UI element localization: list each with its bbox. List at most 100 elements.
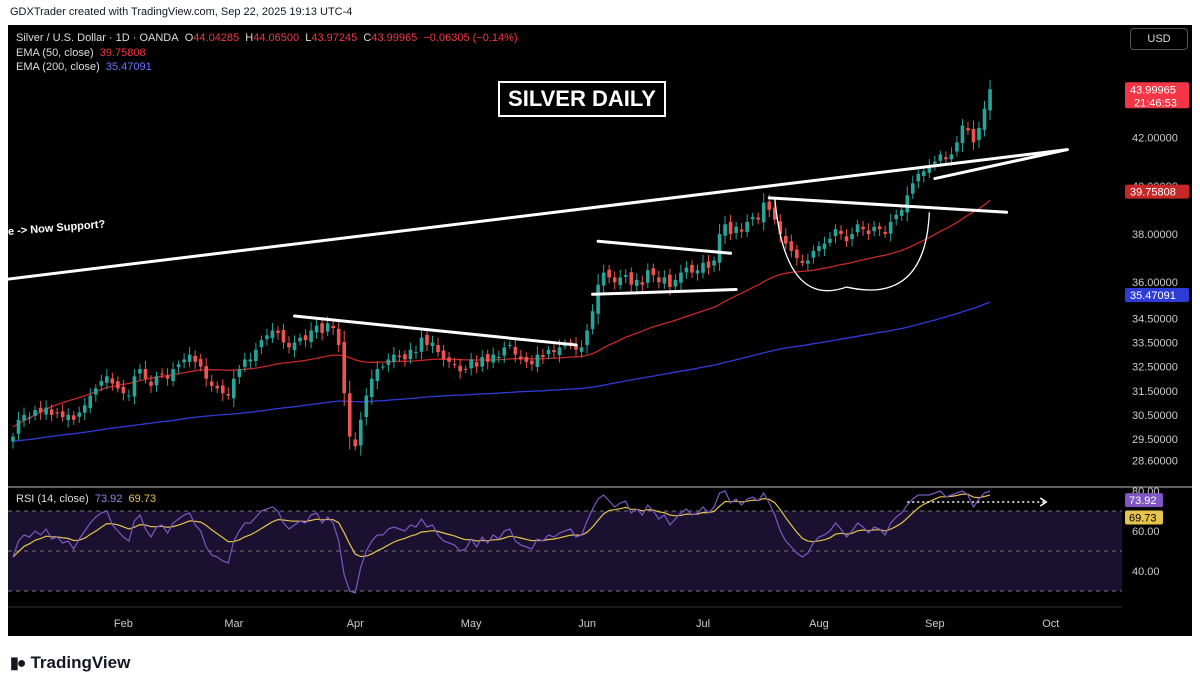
- price-scale[interactable]: 42.0000040.0000038.0000036.0000034.50000…: [1122, 25, 1192, 636]
- ema200-row[interactable]: EMA (200, close) 35.47091: [16, 60, 518, 75]
- candle-body: [154, 376, 159, 386]
- price-label-text: 35.47091: [1130, 290, 1176, 302]
- candle: [828, 232, 832, 247]
- candle-body: [817, 246, 821, 251]
- candle-body: [772, 207, 777, 220]
- candle: [22, 407, 26, 428]
- time-axis-label: Jul: [696, 618, 710, 630]
- candle-body: [888, 221, 893, 234]
- trendline: [933, 148, 1069, 181]
- candle-body: [270, 330, 275, 339]
- candle-body: [226, 394, 231, 396]
- candle: [657, 270, 661, 289]
- candle-body: [336, 328, 341, 345]
- candle-body: [850, 234, 854, 240]
- candle: [408, 342, 413, 364]
- rsi-value-label-box: [1125, 510, 1163, 525]
- candle-body: [585, 330, 589, 346]
- candle-body: [745, 221, 749, 232]
- candle-body: [458, 365, 462, 372]
- ema50-label: EMA (50, close): [16, 46, 94, 59]
- rsi-arrow-head: [1039, 497, 1048, 507]
- candle-body: [105, 376, 109, 383]
- currency-button[interactable]: USD: [1130, 28, 1188, 50]
- candle-body: [530, 360, 534, 365]
- candle-body: [364, 395, 369, 418]
- candle-body: [734, 226, 738, 233]
- candle-body: [232, 378, 236, 399]
- candle-body: [579, 347, 584, 352]
- candle-body: [303, 335, 308, 341]
- candle: [33, 405, 37, 421]
- candle-body: [397, 355, 402, 357]
- candle-body: [690, 264, 694, 273]
- candle: [375, 361, 380, 390]
- chart-area[interactable]: Feb Mar Apr May Jun Jul Aug Sep Oct: [8, 25, 1122, 636]
- price-tick-label: 34.50000: [1132, 313, 1178, 325]
- candle-body: [485, 354, 490, 362]
- candle-body: [607, 269, 611, 278]
- candle-body: [215, 385, 220, 389]
- candle-body: [414, 352, 418, 354]
- candle: [105, 368, 109, 389]
- candle-body: [684, 267, 689, 273]
- time-axis-label: Jun: [578, 618, 596, 630]
- candle-body: [883, 232, 887, 234]
- symbol-name[interactable]: Silver / U.S. Dollar · 1D · OANDA: [16, 32, 179, 44]
- candle-body: [452, 364, 457, 366]
- candles-layer: [11, 79, 992, 456]
- candle: [430, 335, 435, 354]
- candle-body: [436, 345, 440, 353]
- time-axis-label: Apr: [347, 618, 364, 630]
- candle-body: [441, 350, 446, 360]
- chart-title-annotation[interactable]: SILVER DAILY: [498, 81, 666, 117]
- candle: [888, 213, 893, 242]
- candle-body: [894, 214, 898, 220]
- ema-layer: [12, 199, 991, 443]
- candle-body: [463, 368, 468, 370]
- candle: [519, 349, 523, 365]
- candle: [11, 432, 15, 449]
- candle-body: [855, 224, 860, 233]
- candle-body: [938, 154, 943, 161]
- candle-body: [717, 234, 722, 263]
- candle-body: [430, 342, 435, 347]
- candle-body: [381, 366, 385, 368]
- candle-body: [706, 261, 711, 268]
- candle: [634, 273, 639, 292]
- chart-canvas[interactable]: Feb Mar Apr May Jun Jul Aug Sep Oct: [8, 25, 1122, 636]
- price-label-box: [1125, 184, 1189, 199]
- candle: [601, 264, 606, 293]
- candle-body: [574, 344, 578, 350]
- high-label: H: [245, 32, 254, 44]
- candle-body: [596, 284, 600, 314]
- price-tick-label: 30.50000: [1132, 410, 1178, 422]
- candle-body: [16, 419, 21, 434]
- candle: [358, 411, 363, 456]
- candle-body: [276, 330, 280, 333]
- candle-body: [756, 217, 760, 220]
- tradingview-logo[interactable]: ▮● TradingView: [10, 653, 130, 673]
- candle: [524, 352, 529, 369]
- candle: [618, 269, 622, 290]
- candle-body: [629, 272, 634, 285]
- candle: [259, 335, 264, 354]
- candle-body: [955, 142, 959, 152]
- candle: [209, 374, 214, 393]
- candle-body: [623, 275, 628, 277]
- candle: [784, 228, 788, 250]
- candle: [66, 408, 70, 428]
- rsi-legend[interactable]: RSI (14, close) 73.92 69.73: [16, 493, 156, 505]
- rsi-tick-label: 60.00: [1132, 526, 1160, 538]
- candle-body: [237, 369, 242, 378]
- price-tick-label: 29.50000: [1132, 434, 1178, 446]
- candle: [817, 241, 821, 257]
- ema50-row[interactable]: EMA (50, close) 39.75808: [16, 46, 518, 61]
- candle: [866, 223, 871, 240]
- cup-pattern-curve: [774, 197, 930, 292]
- ema200-label: EMA (200, close): [16, 61, 100, 73]
- grid-layer: [8, 486, 1122, 608]
- candle: [977, 121, 981, 148]
- candle-body: [668, 274, 672, 288]
- open-label: O: [184, 32, 194, 44]
